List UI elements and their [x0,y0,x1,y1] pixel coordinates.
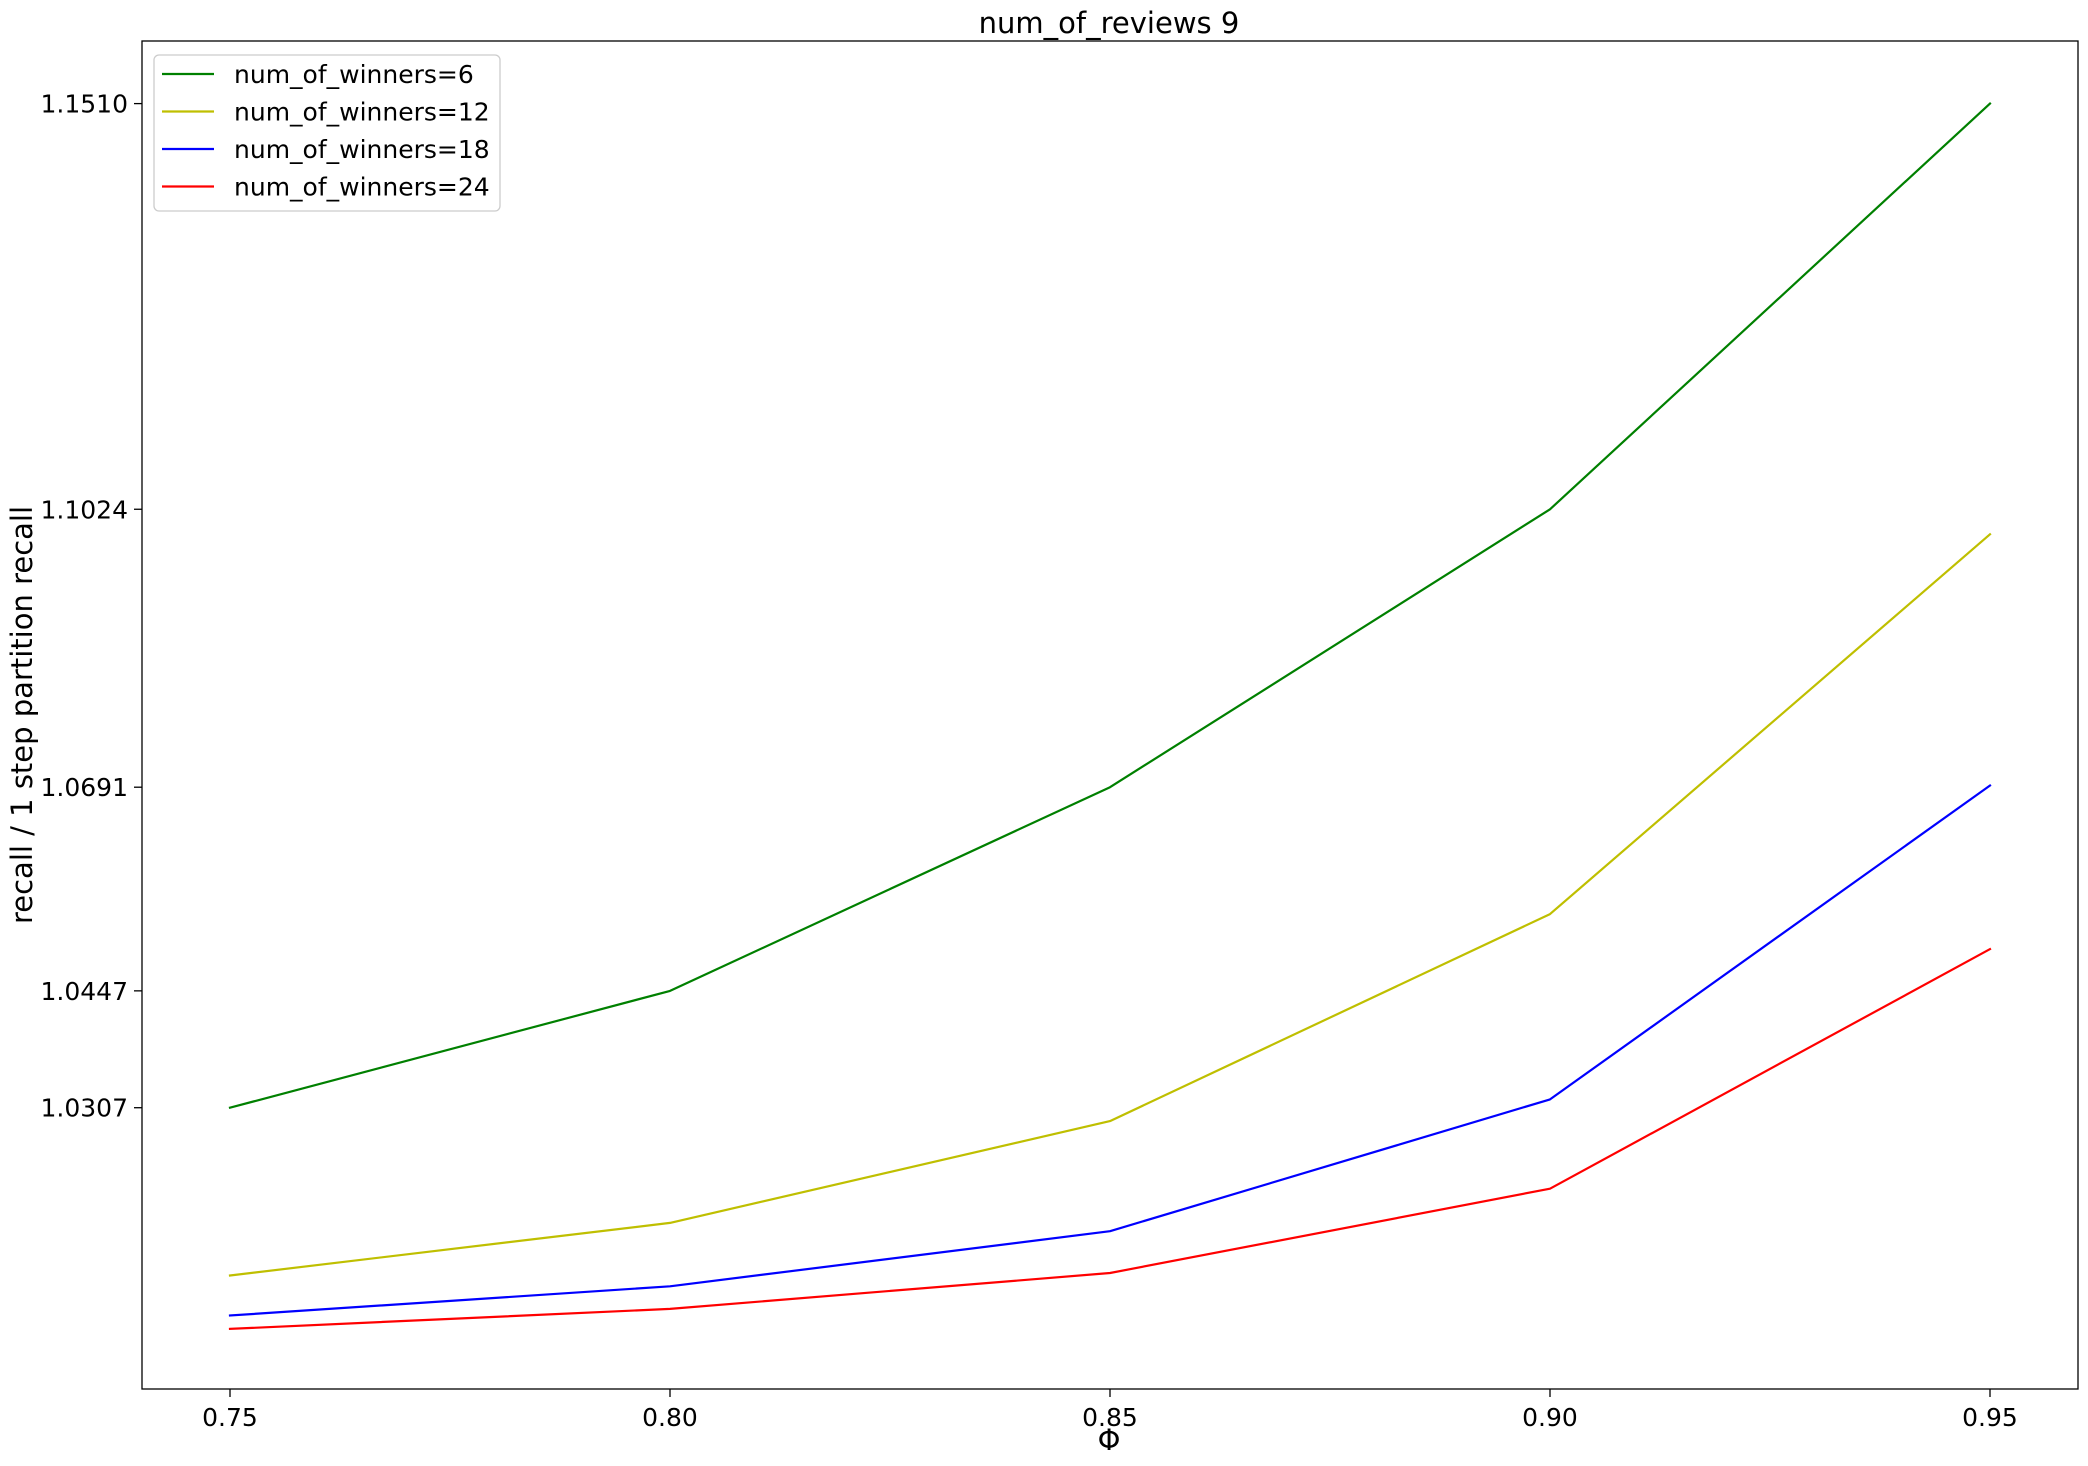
series-layer [228,102,1992,1331]
legend-label-2: num_of_winners=18 [234,135,490,164]
x-axis-ticks: 0.75 0.80 0.85 0.90 0.95 [202,1389,2018,1432]
y-tick-label: 1.1024 [41,495,128,524]
chart-title: num_of_reviews 9 [979,6,1240,40]
legend-label-1: num_of_winners=12 [234,98,490,127]
x-tick-label: 0.90 [1522,1403,1578,1432]
legend: num_of_winners=6 num_of_winners=12 num_of_… [153,54,501,212]
y-tick-label: 1.0447 [41,977,128,1006]
x-tick-label: 0.85 [1082,1403,1138,1432]
series-line-2 [228,783,1992,1317]
series-line-0 [228,102,1992,1110]
y-tick-label: 1.0691 [41,773,128,802]
y-tick-label: 1.1510 [41,90,128,119]
legend-box [153,54,501,212]
y-axis-label: recall / 1 step partition recall [5,506,39,924]
x-tick-label: 0.95 [1962,1403,2018,1432]
y-tick-label: 1.0307 [41,1094,128,1123]
x-axis-label: Φ [1098,1423,1121,1457]
legend-label-3: num_of_winners=24 [234,173,490,202]
y-axis-ticks: 1.0307 1.0447 1.0691 1.1024 1.1510 [41,90,142,1123]
x-tick-label: 0.75 [202,1403,258,1432]
legend-label-0: num_of_winners=6 [234,60,474,89]
series-line-1 [228,532,1992,1277]
series-line-3 [228,947,1992,1331]
x-tick-label: 0.80 [642,1403,698,1432]
